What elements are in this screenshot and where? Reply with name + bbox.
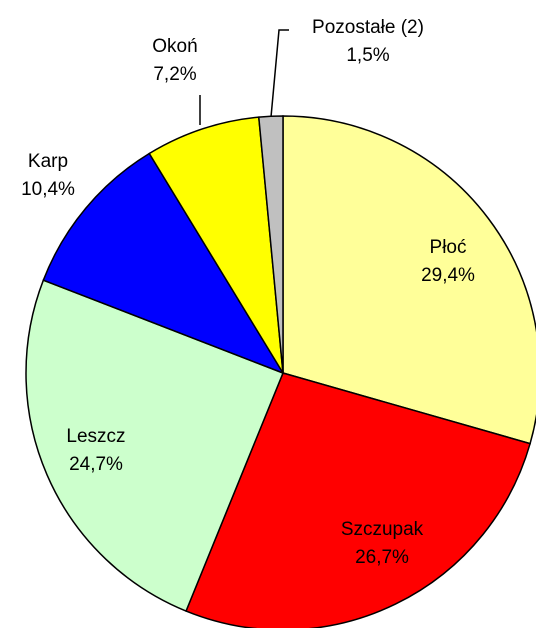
slice-label: Szczupak <box>341 519 424 540</box>
slice-value-label: 26,7% <box>355 547 409 568</box>
pie-slice <box>257 115 284 374</box>
slice-label: Pozostałe (2) <box>312 17 424 38</box>
slice-value-label: 10,4% <box>21 179 75 200</box>
slice-value-label: 29,4% <box>421 265 475 286</box>
pie-slice <box>282 115 536 445</box>
slice-label: Karp <box>28 151 68 172</box>
slice-value-label: 24,7% <box>69 454 123 475</box>
slice-label: Leszcz <box>66 426 125 447</box>
slice-value-label: 7,2% <box>153 64 196 85</box>
pie-slice <box>185 372 532 628</box>
slice-label: Okoń <box>152 36 197 57</box>
slice-value-label: 1,5% <box>346 45 389 66</box>
leader-line <box>270 29 289 118</box>
pie-slice <box>148 116 284 374</box>
pie-slice <box>42 152 285 375</box>
pie-slice <box>25 279 284 612</box>
slice-label: Płoć <box>430 237 467 258</box>
